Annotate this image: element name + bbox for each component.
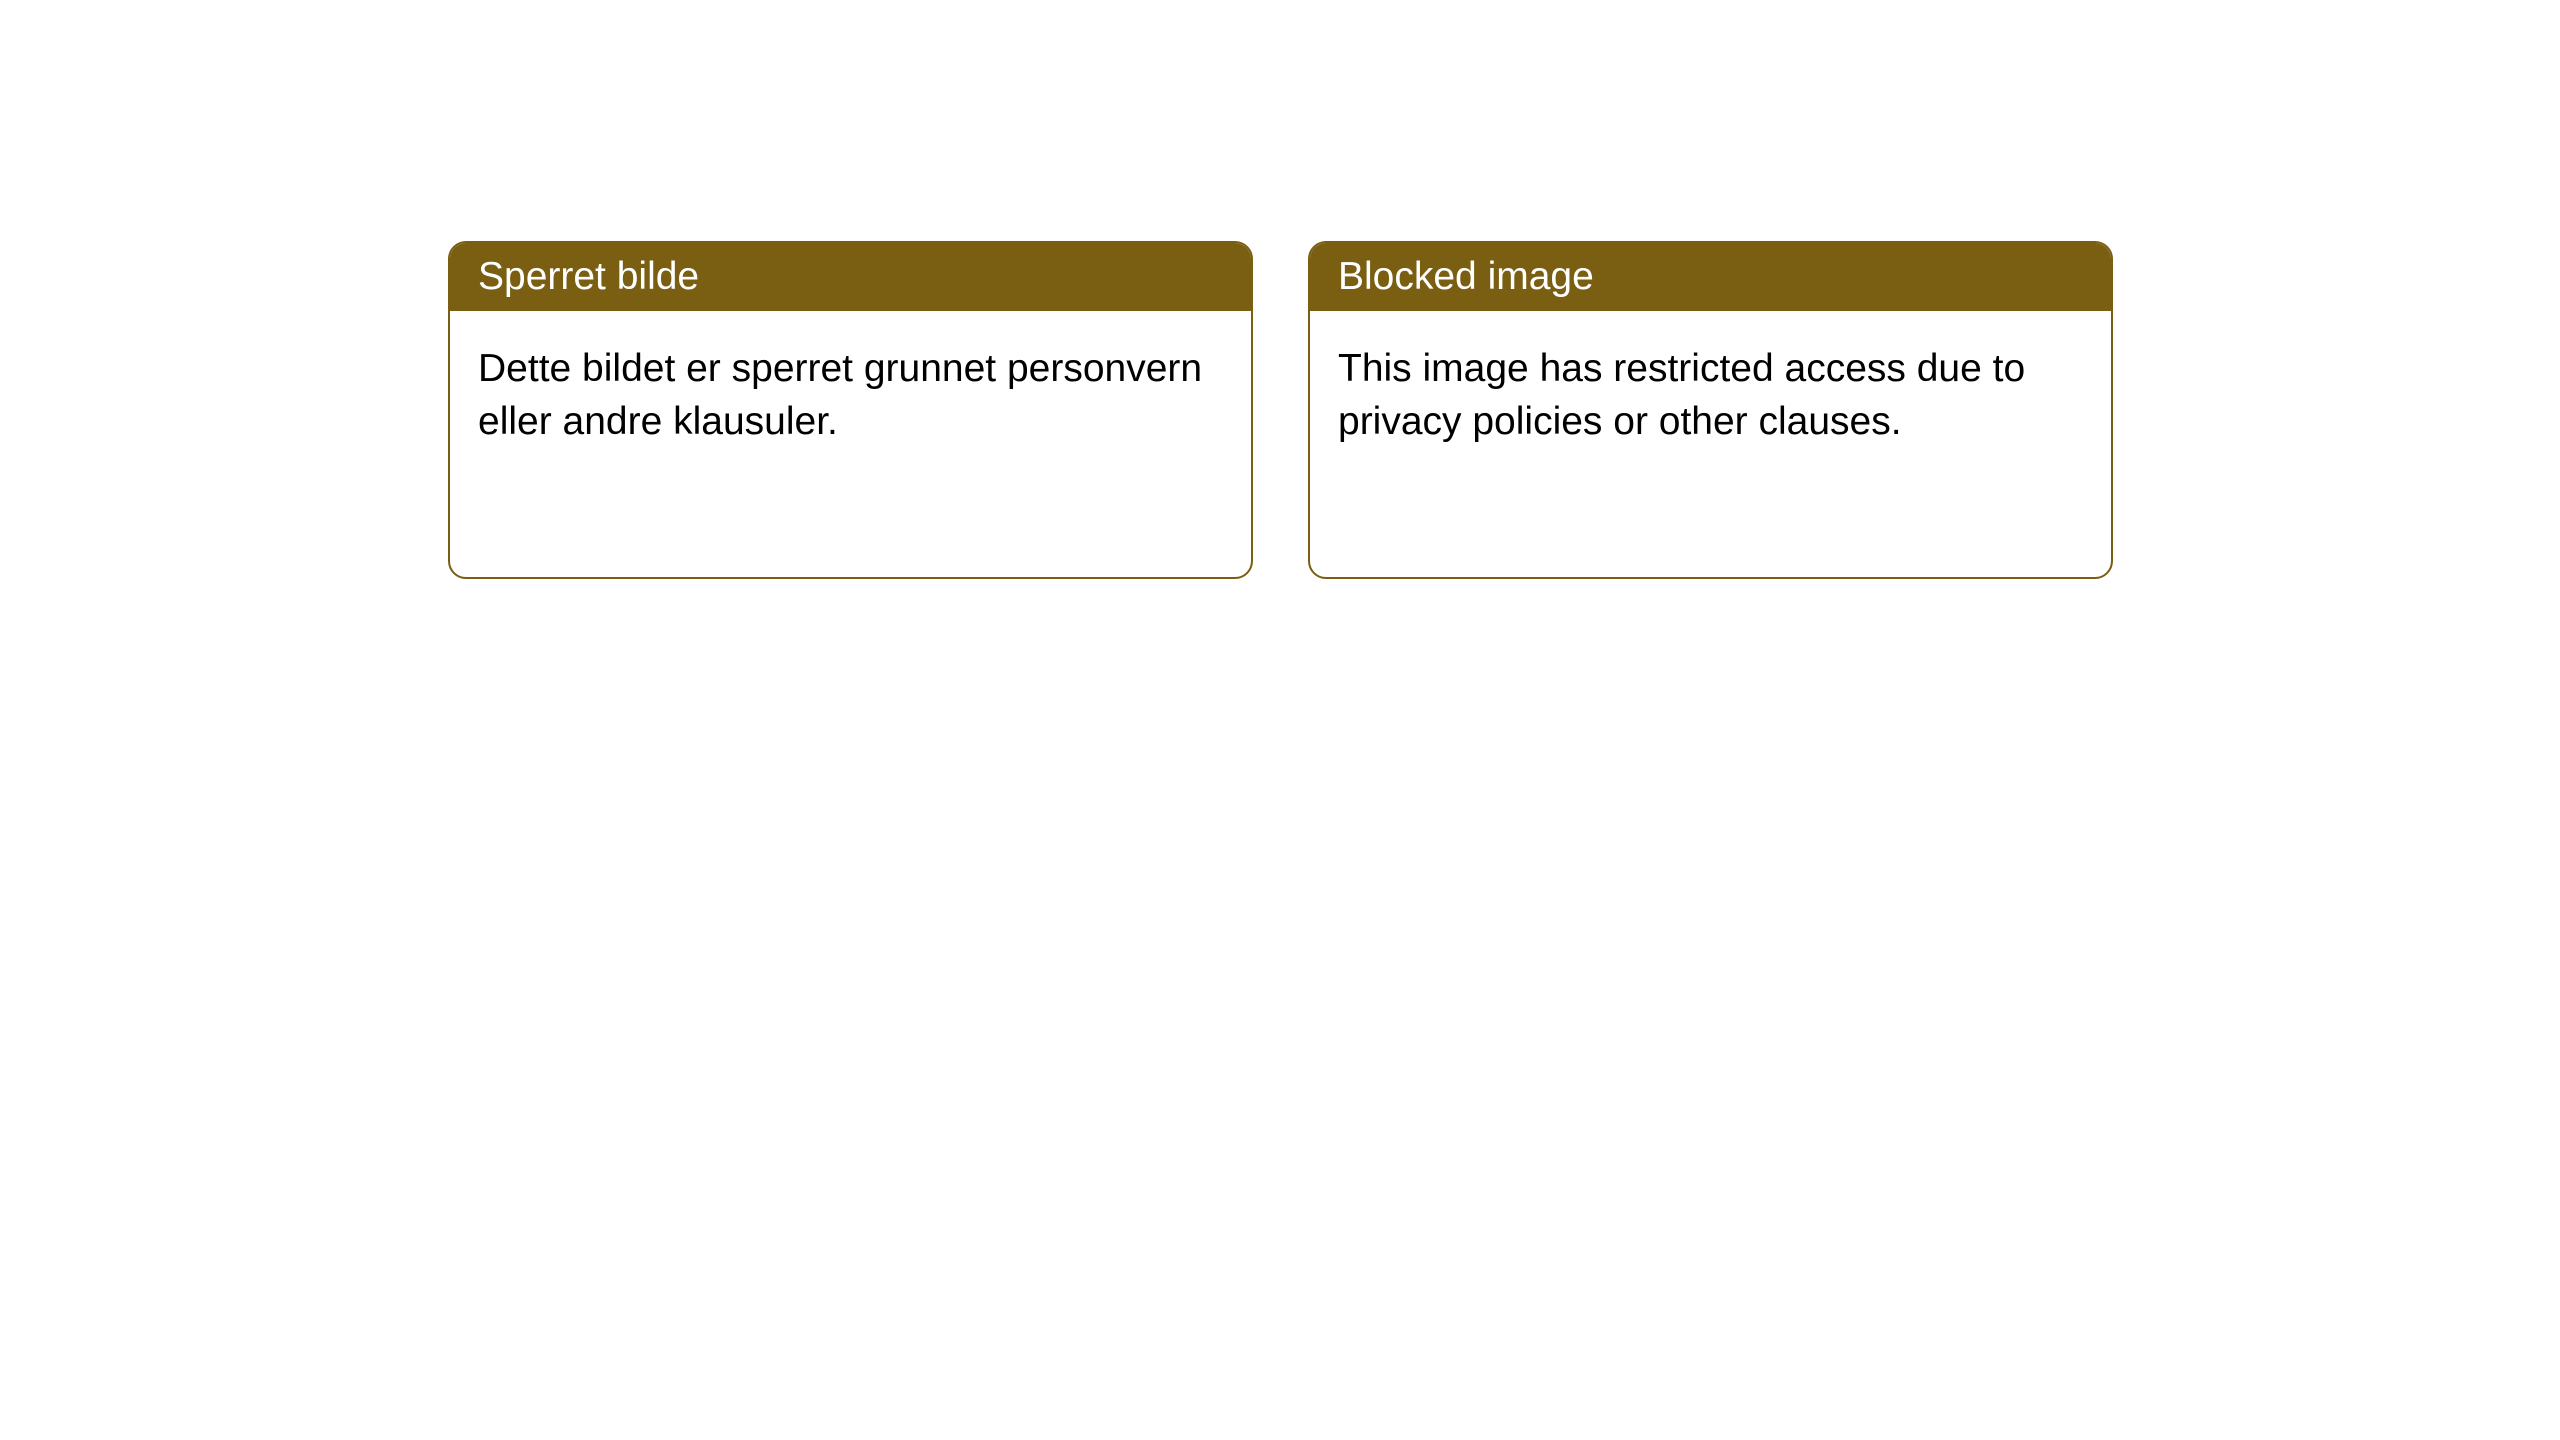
blocked-image-card-no: Sperret bilde Dette bildet er sperret gr… [448, 241, 1253, 579]
card-body: This image has restricted access due to … [1310, 311, 2111, 480]
card-header: Blocked image [1310, 243, 2111, 311]
card-title: Sperret bilde [478, 255, 699, 298]
notice-container: Sperret bilde Dette bildet er sperret gr… [0, 0, 2560, 579]
card-body-text: This image has restricted access due to … [1338, 347, 2025, 443]
card-header: Sperret bilde [450, 243, 1251, 311]
blocked-image-card-en: Blocked image This image has restricted … [1308, 241, 2113, 579]
card-body-text: Dette bildet er sperret grunnet personve… [478, 347, 1202, 443]
card-title: Blocked image [1338, 255, 1594, 298]
card-body: Dette bildet er sperret grunnet personve… [450, 311, 1251, 480]
